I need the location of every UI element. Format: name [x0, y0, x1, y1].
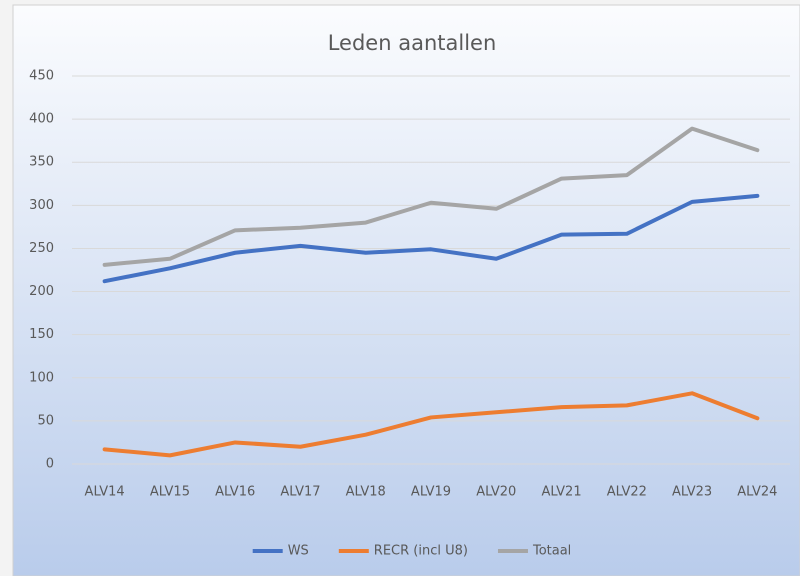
x-tick-label: ALV15	[150, 485, 190, 500]
y-tick-label: 250	[29, 241, 54, 256]
legend-label: Totaal	[532, 544, 571, 559]
x-tick-label: ALV24	[737, 485, 777, 500]
series-line	[102, 193, 760, 284]
x-tick-label: ALV16	[215, 485, 255, 500]
x-tick-label: ALV22	[607, 485, 647, 500]
x-tick-label: ALV18	[346, 485, 386, 500]
x-tick-label: ALV20	[476, 485, 516, 500]
y-tick-label: 450	[29, 69, 54, 84]
series-line	[102, 126, 760, 267]
legend-label: RECR (incl U8)	[374, 544, 468, 559]
y-tick-label: 100	[29, 370, 54, 385]
legend-label: WS	[288, 544, 309, 559]
y-tick-label: 50	[37, 413, 54, 428]
x-tick-label: ALV19	[411, 485, 451, 500]
x-tick-label: ALV21	[541, 485, 581, 500]
chart-title: Leden aantallen	[328, 31, 497, 55]
x-tick-label: ALV17	[280, 485, 320, 500]
series-line	[102, 391, 760, 458]
x-tick-label: ALV14	[85, 485, 125, 500]
y-tick-label: 300	[29, 198, 54, 213]
y-tick-label: 0	[46, 457, 54, 472]
y-tick-label: 400	[29, 112, 54, 127]
y-tick-label: 150	[29, 327, 54, 342]
chart-area	[12, 4, 800, 576]
y-tick-label: 350	[29, 155, 54, 170]
y-tick-label: 200	[29, 284, 54, 299]
x-tick-label: ALV23	[672, 485, 712, 500]
